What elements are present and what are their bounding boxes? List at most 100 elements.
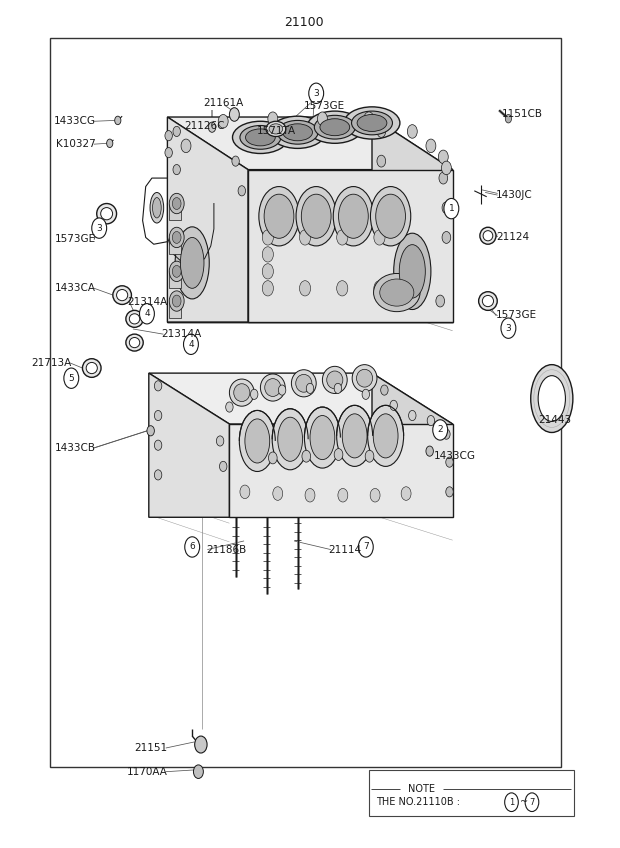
Ellipse shape [113, 286, 131, 304]
Text: 4: 4 [144, 310, 150, 318]
Ellipse shape [322, 366, 347, 393]
Text: 1433CA: 1433CA [55, 283, 96, 293]
Ellipse shape [175, 227, 210, 298]
Text: 3: 3 [96, 224, 102, 232]
Ellipse shape [356, 370, 373, 387]
Circle shape [446, 457, 453, 467]
Circle shape [525, 793, 539, 812]
Ellipse shape [240, 126, 281, 149]
Circle shape [505, 793, 518, 812]
Text: 1433CG: 1433CG [54, 116, 96, 126]
Ellipse shape [180, 237, 204, 288]
Circle shape [262, 264, 273, 279]
Text: 6: 6 [189, 543, 195, 551]
Text: 2: 2 [437, 426, 443, 434]
Text: 7: 7 [529, 798, 534, 806]
Ellipse shape [373, 273, 420, 312]
Circle shape [273, 487, 283, 500]
Circle shape [173, 165, 180, 175]
Text: 4: 4 [188, 340, 194, 349]
Polygon shape [372, 373, 453, 517]
Ellipse shape [368, 405, 404, 466]
Circle shape [216, 436, 224, 446]
Circle shape [262, 247, 273, 262]
Ellipse shape [153, 198, 161, 218]
Circle shape [154, 410, 162, 421]
Circle shape [362, 389, 370, 399]
Circle shape [374, 281, 385, 296]
Polygon shape [149, 373, 229, 517]
Circle shape [407, 125, 417, 138]
Text: 1571TA: 1571TA [257, 126, 296, 137]
Ellipse shape [394, 233, 431, 310]
Ellipse shape [344, 107, 400, 139]
Text: THE NO.21110B :: THE NO.21110B : [376, 797, 464, 807]
Ellipse shape [97, 204, 117, 224]
Circle shape [165, 131, 172, 141]
Ellipse shape [264, 194, 294, 238]
Circle shape [436, 295, 445, 307]
Circle shape [390, 400, 397, 410]
Ellipse shape [86, 362, 97, 374]
Text: 21100: 21100 [284, 16, 324, 30]
Ellipse shape [482, 295, 494, 307]
Text: 21126C: 21126C [184, 120, 225, 131]
Circle shape [441, 161, 451, 175]
Circle shape [334, 383, 342, 393]
Circle shape [169, 261, 184, 282]
Circle shape [370, 488, 380, 502]
Bar [169, 204, 181, 220]
Ellipse shape [130, 338, 140, 348]
Text: 21124: 21124 [496, 232, 529, 243]
Ellipse shape [260, 374, 285, 401]
Ellipse shape [310, 416, 335, 460]
Ellipse shape [301, 194, 331, 238]
Circle shape [377, 155, 386, 167]
Ellipse shape [376, 194, 405, 238]
Circle shape [317, 112, 327, 126]
Ellipse shape [399, 245, 425, 298]
Ellipse shape [130, 314, 140, 324]
Circle shape [306, 383, 314, 393]
Circle shape [115, 116, 121, 125]
Polygon shape [229, 424, 453, 517]
Circle shape [238, 186, 246, 196]
Circle shape [299, 281, 311, 296]
Ellipse shape [334, 187, 373, 246]
Text: 21314A: 21314A [127, 297, 167, 307]
Circle shape [439, 172, 448, 184]
Ellipse shape [269, 124, 283, 134]
Circle shape [154, 440, 162, 450]
Text: 1573GE: 1573GE [55, 234, 96, 244]
Ellipse shape [371, 187, 410, 246]
Ellipse shape [272, 409, 308, 470]
Circle shape [427, 416, 435, 426]
Polygon shape [149, 373, 453, 424]
Circle shape [426, 139, 436, 153]
Ellipse shape [239, 410, 275, 471]
Circle shape [309, 83, 324, 103]
Ellipse shape [531, 365, 573, 432]
Ellipse shape [352, 365, 377, 392]
Text: 3: 3 [505, 324, 511, 332]
Bar [169, 237, 181, 254]
Circle shape [334, 449, 343, 460]
Bar [169, 301, 181, 318]
Ellipse shape [373, 414, 398, 458]
Text: 21443: 21443 [538, 415, 572, 425]
Circle shape [426, 446, 433, 456]
Circle shape [169, 291, 184, 311]
Circle shape [337, 281, 348, 296]
Circle shape [185, 537, 200, 557]
Text: 1430JC: 1430JC [496, 190, 533, 200]
Text: 21151: 21151 [135, 743, 167, 753]
Ellipse shape [82, 359, 101, 377]
Polygon shape [372, 117, 453, 322]
Circle shape [92, 218, 107, 238]
Circle shape [442, 202, 451, 214]
Circle shape [262, 281, 273, 296]
Ellipse shape [265, 378, 281, 397]
Ellipse shape [126, 334, 143, 351]
Polygon shape [167, 117, 248, 322]
Ellipse shape [126, 310, 143, 327]
